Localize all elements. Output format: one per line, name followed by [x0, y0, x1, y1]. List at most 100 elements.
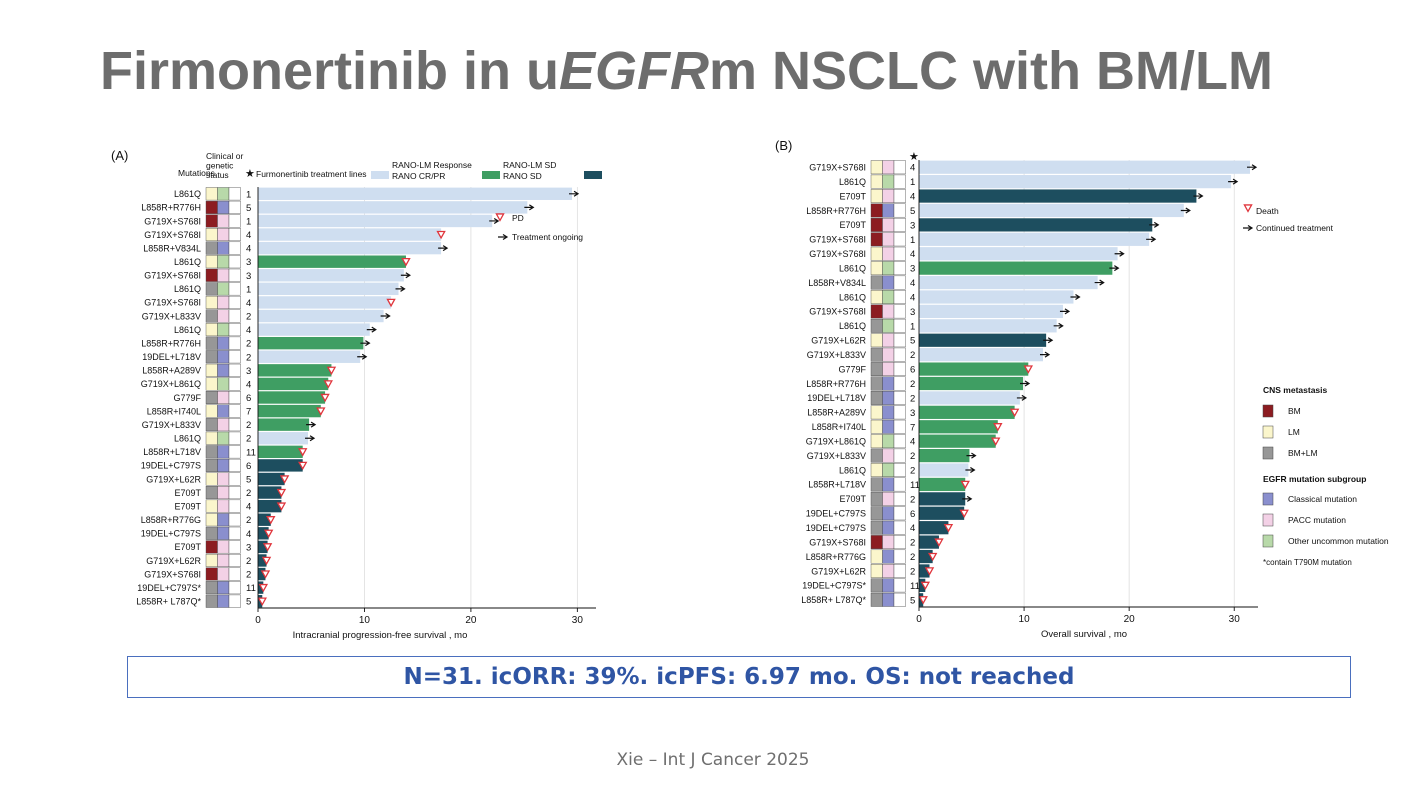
row-mutation-label: G719X+S768I	[144, 569, 201, 579]
row-mutation-label: L861Q	[174, 325, 201, 335]
legend-egfr-title: EGFR mutation subgroup	[1263, 474, 1366, 484]
status-cell	[870, 477, 883, 492]
blank-cell	[893, 174, 906, 189]
col-mutations-header: Mutations	[178, 168, 215, 178]
citation: Xie – Int J Cancer 2025	[616, 750, 810, 770]
row-treatment-line: 5	[246, 474, 251, 485]
row-treatment-line: 2	[246, 556, 251, 567]
row-treatment-line: 3	[910, 220, 915, 231]
row-mutation-label: G719X+L62R	[811, 566, 866, 576]
status-cell	[205, 268, 218, 282]
title-part2: m NSCLC with BM/LM	[709, 41, 1273, 101]
blank-cell	[228, 553, 241, 567]
row-mutation-label: L861Q	[839, 177, 866, 187]
blank-cell	[893, 290, 906, 304]
row-mutation-label: L858R+ L787Q*	[801, 595, 866, 605]
subgroup-cell	[882, 160, 895, 175]
blank-cell	[893, 318, 906, 333]
blank-cell	[893, 333, 906, 348]
bar	[919, 362, 1029, 376]
ongoing-arrow	[366, 326, 377, 333]
subgroup-cell	[217, 513, 230, 527]
subgroup-cell	[217, 594, 230, 608]
row-mutation-label: G719X+S768I	[144, 298, 201, 308]
subgroup-cell	[217, 323, 230, 337]
status-cell	[205, 567, 218, 581]
bar	[919, 189, 1197, 203]
row-mutation-label: 19DEL+C797S*	[137, 583, 201, 593]
row-treatment-line: 4	[246, 502, 251, 513]
row-mutation-label: E709T	[174, 488, 201, 498]
bar	[919, 290, 1074, 304]
ongoing-arrow	[400, 272, 411, 279]
blank-cell	[893, 391, 906, 405]
status-cell	[205, 404, 218, 418]
row-treatment-line: 5	[910, 336, 915, 347]
row-mutation-label: L861Q	[839, 321, 866, 331]
blank-cell	[228, 268, 241, 282]
status-cell	[870, 232, 883, 247]
row-treatment-line: 3	[910, 408, 915, 419]
summary-box: N=31. icORR: 39%. icPFS: 6.97 mo. OS: no…	[127, 656, 1351, 698]
row-treatment-line: 11	[910, 480, 920, 491]
subgroup-cell	[882, 578, 895, 593]
row-treatment-line: 7	[246, 407, 251, 418]
row-treatment-line: 1	[246, 189, 251, 200]
legend-death-icon	[1243, 204, 1253, 213]
bar	[919, 348, 1043, 362]
subgroup-cell	[882, 376, 895, 391]
subgroup-cell	[882, 189, 895, 203]
bar	[258, 255, 406, 268]
subgroup-cell	[217, 282, 230, 296]
subgroup-cell	[882, 549, 895, 564]
blank-cell	[893, 160, 906, 175]
subgroup-cell	[882, 232, 895, 247]
subgroup-cell	[882, 246, 895, 261]
x-tick-label: 30	[1229, 614, 1241, 625]
pd-marker	[943, 523, 954, 533]
status-cell	[870, 174, 883, 189]
bar	[919, 333, 1047, 347]
row-treatment-line: 5	[246, 203, 251, 214]
status-cell	[205, 282, 218, 296]
status-cell	[870, 463, 883, 477]
legend-arrow-icon	[498, 233, 509, 241]
status-cell	[205, 553, 218, 567]
row-mutation-label: 19DEL+C797S	[806, 509, 866, 519]
blank-cell	[228, 499, 241, 513]
blank-cell	[228, 431, 241, 445]
row-treatment-line: 11	[910, 581, 920, 592]
row-mutation-label: L861Q	[839, 465, 866, 475]
subgroup-cell	[217, 336, 230, 350]
status-cell	[205, 336, 218, 350]
subgroup-cell	[217, 472, 230, 486]
row-mutation-label: 19DEL+C797S	[141, 529, 201, 539]
subgroup-cell	[217, 377, 230, 391]
row-treatment-line: 4	[910, 292, 915, 303]
x-tick-label: 0	[255, 615, 261, 626]
bar	[919, 160, 1250, 174]
status-cell	[205, 418, 218, 432]
blank-cell	[893, 232, 906, 247]
x-tick-label: 0	[916, 614, 922, 625]
blank-cell	[228, 241, 241, 255]
row-treatment-line: 4	[910, 249, 915, 260]
subgroup-cell	[217, 268, 230, 282]
ongoing-arrow	[1146, 236, 1157, 243]
blank-cell	[228, 255, 241, 269]
bar	[258, 540, 268, 554]
row-treatment-line: 4	[910, 523, 915, 534]
subgroup-cell	[217, 553, 230, 567]
blank-cell	[228, 350, 241, 364]
star-icon: ★	[245, 168, 255, 180]
row-mutation-label: G779F	[173, 393, 201, 403]
legend-swatch-other	[1262, 534, 1274, 548]
bar	[919, 391, 1020, 405]
row-treatment-line: 4	[246, 298, 251, 309]
subgroup-cell	[217, 187, 230, 201]
bar	[258, 499, 282, 513]
status-cell	[870, 318, 883, 333]
row-mutation-label: E709T	[839, 191, 866, 201]
blank-cell	[893, 203, 906, 218]
row-treatment-line: 6	[246, 393, 251, 404]
